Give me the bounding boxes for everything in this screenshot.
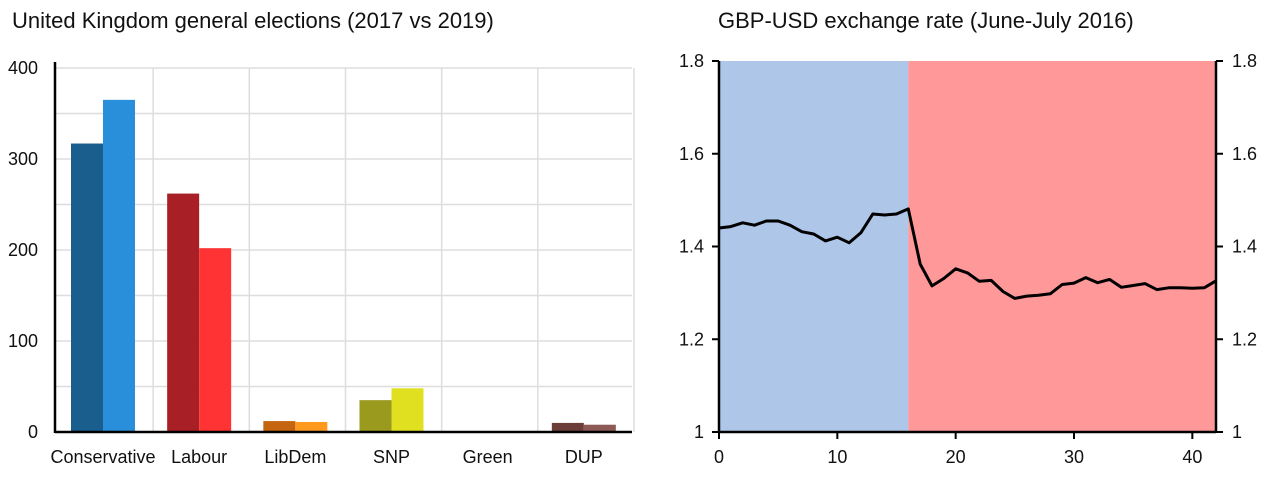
x-tick-label: 0	[714, 447, 724, 467]
bar-dup	[551, 422, 584, 432]
elections-chart-panel: United Kingdom general elections (2017 v…	[8, 8, 635, 467]
exchange-rate-line-chart: 1 1 1.2 1.2 1.4 1.4 1.6 1.6 1.8 1.8 0 10 20 30 40	[679, 51, 1257, 467]
chart-title: GBP-USD exchange rate (June-July 2016)	[718, 8, 1134, 33]
bar-snp	[359, 400, 392, 432]
y-tick-label-right: 1	[1232, 422, 1242, 442]
y-tick-label-right: 1.6	[1232, 144, 1257, 164]
y-tick-label-right: 1.2	[1232, 329, 1257, 349]
x-tick-label: 10	[827, 447, 847, 467]
y-tick-label-right: 1.8	[1232, 51, 1257, 71]
exchange-rate-line	[718, 207, 1217, 300]
x-tick-label: 20	[946, 447, 966, 467]
y-tick-label: 100	[8, 331, 38, 351]
y-tick-label: 400	[8, 58, 38, 78]
y-tick-label: 0	[28, 422, 38, 442]
bar-snp	[391, 388, 424, 432]
elections-bar-chart: Conservative Labour LibDem SNP Green DUP 0 100 2…	[8, 58, 635, 467]
y-tick-label-left: 1.8	[679, 51, 704, 71]
chart-title: United Kingdom general elections (2017 v…	[12, 8, 494, 33]
y-tick-label: 300	[8, 149, 38, 169]
x-tick-label: LibDem	[264, 447, 326, 467]
y-tick-label-right: 1.4	[1232, 237, 1257, 257]
pre-referendum-region	[719, 61, 909, 432]
x-tick-label: Green	[463, 447, 513, 467]
bar-labour	[167, 193, 200, 432]
x-tick-label: Conservative	[50, 447, 155, 467]
y-tick-label-left: 1.2	[679, 329, 704, 349]
bar-dup	[583, 424, 616, 432]
y-tick-label: 200	[8, 240, 38, 260]
y-tick-label-left: 1	[694, 422, 704, 442]
bar-conservative	[103, 99, 135, 432]
x-tick-label: DUP	[565, 447, 603, 467]
x-tick-label: Labour	[171, 447, 227, 467]
bar-libdem	[263, 421, 296, 432]
bar-conservative	[71, 143, 103, 432]
exchange-rate-chart-panel: GBP-USD exchange rate (June-July 2016) 1…	[640, 0, 1272, 486]
x-tick-label: 30	[1064, 447, 1084, 467]
y-tick-label-left: 1.4	[679, 237, 704, 257]
post-referendum-region	[908, 61, 1216, 432]
bar-libdem	[295, 421, 328, 432]
y-tick-label-left: 1.6	[679, 144, 704, 164]
x-tick-label: SNP	[373, 447, 410, 467]
bar-labour	[199, 248, 232, 432]
x-tick-label: 40	[1182, 447, 1202, 467]
